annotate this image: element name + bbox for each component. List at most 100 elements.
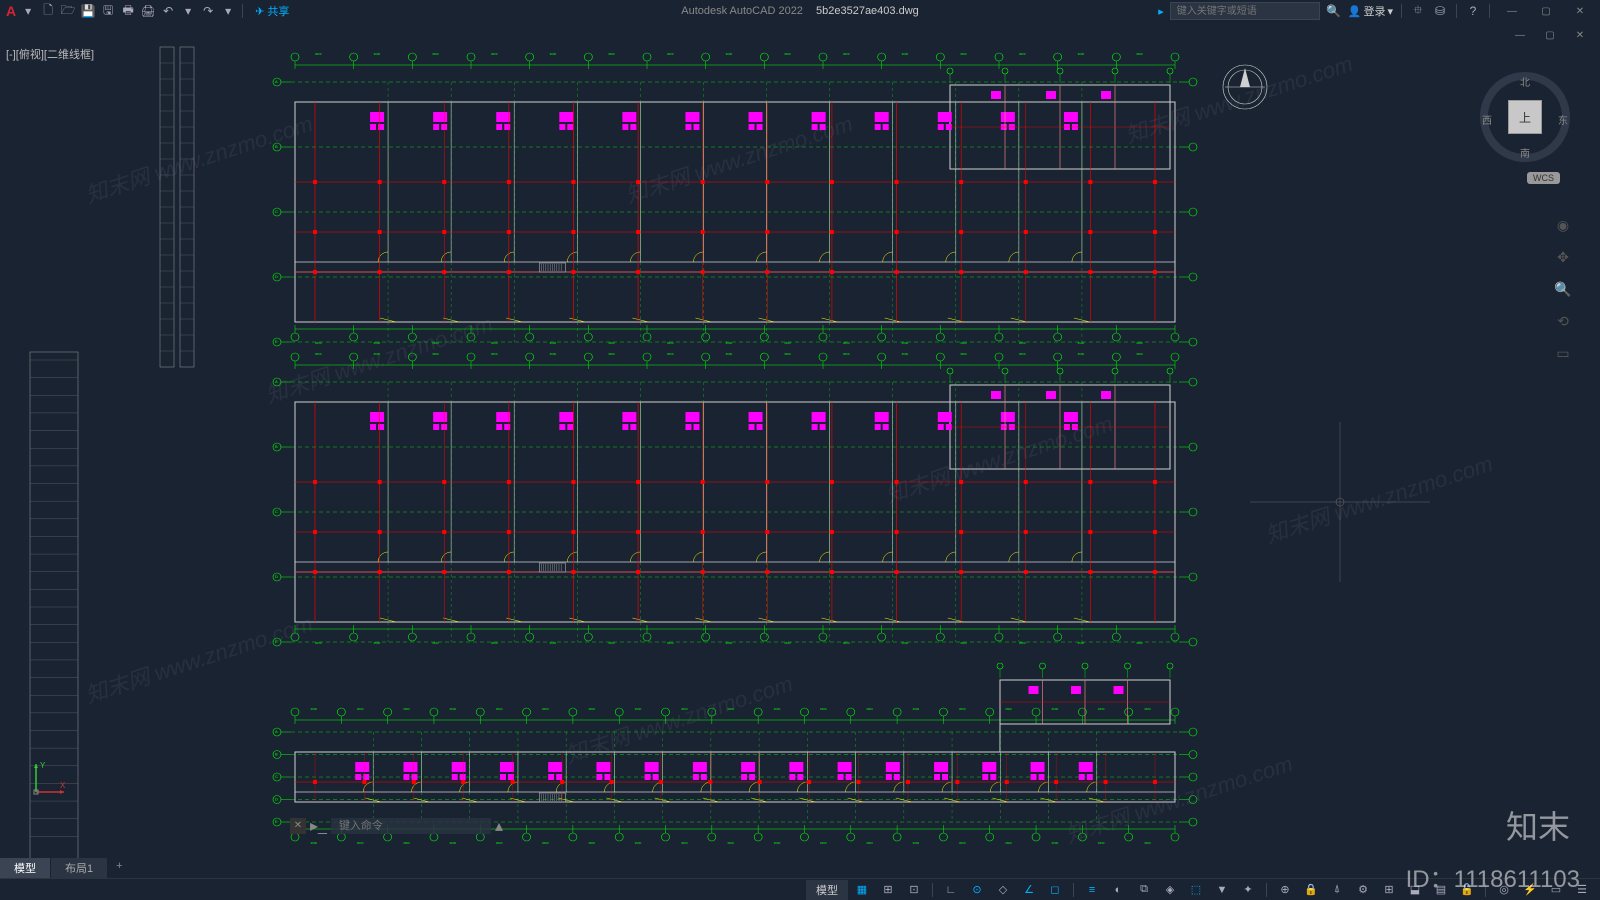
snap-mode-icon[interactable]: ⊞ bbox=[876, 881, 900, 899]
nav-showmotion-icon[interactable]: ▭ bbox=[1550, 340, 1576, 366]
svg-text:3600: 3600 bbox=[542, 841, 549, 845]
transparency-icon[interactable]: ◐ bbox=[1106, 881, 1130, 899]
svg-text:3600: 3600 bbox=[727, 707, 734, 711]
info-flag-icon[interactable]: ▸ bbox=[1158, 5, 1164, 18]
login-button[interactable]: 👤 登录 ▾ bbox=[1348, 3, 1393, 19]
new-icon[interactable]: 🗋 bbox=[40, 3, 56, 19]
quick-props-icon[interactable]: ▤ bbox=[1429, 881, 1453, 899]
minimize-icon[interactable]: — bbox=[1498, 2, 1526, 20]
3d-osnap-icon[interactable]: ◈ bbox=[1158, 881, 1182, 899]
grid-display-icon[interactable]: ▦ bbox=[850, 881, 874, 899]
clean-screen-icon[interactable]: ▭ bbox=[1544, 881, 1568, 899]
svg-text:A: A bbox=[275, 79, 278, 84]
drawing-canvas[interactable]: [-][俯视][二维线框] 36003600360036003600360036… bbox=[0, 22, 1600, 878]
nav-wheel-icon[interactable]: ◉ bbox=[1550, 212, 1576, 238]
lineweight-icon[interactable]: ≡ bbox=[1080, 881, 1104, 899]
dynamic-ucs-icon[interactable]: ⬚ bbox=[1184, 881, 1208, 899]
svg-text:3600: 3600 bbox=[491, 52, 498, 56]
gizmo-icon[interactable]: ✦ bbox=[1236, 881, 1260, 899]
search-input[interactable] bbox=[1170, 2, 1320, 20]
svg-text:3600: 3600 bbox=[403, 841, 410, 845]
polar-tracking-icon[interactable]: ⊙ bbox=[965, 881, 989, 899]
svg-text:3600: 3600 bbox=[667, 641, 674, 645]
redo-drop-icon[interactable]: ▾ bbox=[220, 3, 236, 19]
view-cube[interactable]: 上 北 南 东 西 bbox=[1480, 72, 1570, 162]
open-icon[interactable]: 🗁 bbox=[60, 3, 76, 19]
svg-text:3600: 3600 bbox=[449, 841, 456, 845]
saveas-icon[interactable]: 🖫 bbox=[100, 3, 116, 19]
svg-text:3600: 3600 bbox=[1051, 841, 1058, 845]
menu-dropdown-icon[interactable]: ▾ bbox=[20, 3, 36, 19]
svg-text:3600: 3600 bbox=[820, 707, 827, 711]
cmd-close-icon[interactable]: ✕ bbox=[290, 818, 306, 834]
svg-text:B: B bbox=[275, 752, 278, 757]
vp-minimize-icon[interactable]: — bbox=[1506, 26, 1534, 44]
command-input[interactable] bbox=[331, 818, 491, 834]
svg-text:3600: 3600 bbox=[725, 52, 732, 56]
svg-text:3600: 3600 bbox=[1051, 707, 1058, 711]
workspace-switch-icon[interactable]: ⚙ bbox=[1351, 881, 1375, 899]
viewcube-top-face[interactable]: 上 bbox=[1508, 100, 1542, 134]
viewcube-north[interactable]: 北 bbox=[1520, 74, 1530, 89]
redo-icon[interactable]: ↷ bbox=[200, 3, 216, 19]
customization-icon[interactable]: ☰ bbox=[1570, 881, 1594, 899]
tab-model[interactable]: 模型 bbox=[0, 858, 51, 878]
nav-zoom-icon[interactable]: 🔍 bbox=[1550, 276, 1576, 302]
search-icon[interactable]: 🔍 bbox=[1326, 3, 1342, 19]
vp-restore-icon[interactable]: ▢ bbox=[1536, 26, 1564, 44]
ortho-mode-icon[interactable]: ∟ bbox=[939, 881, 963, 899]
status-model-button[interactable]: 模型 bbox=[806, 880, 848, 900]
viewcube-south[interactable]: 南 bbox=[1520, 145, 1530, 160]
object-snap-icon[interactable]: ◻ bbox=[1043, 881, 1067, 899]
svg-text:3600: 3600 bbox=[1077, 341, 1084, 345]
svg-text:3600: 3600 bbox=[608, 352, 615, 356]
cart-icon[interactable]: ⛁ bbox=[1432, 3, 1448, 19]
viewcube-east[interactable]: 东 bbox=[1558, 112, 1568, 127]
graphics-perf-icon[interactable]: ⚡ bbox=[1518, 881, 1542, 899]
selection-filter-icon[interactable]: ▼ bbox=[1210, 881, 1234, 899]
quick-access-toolbar: A ▾ 🗋 🗁 💾 🖫 🖶 🖨 ↶ ▾ ↷ ▾ ✈ 共享 bbox=[6, 3, 289, 19]
app-logo-icon[interactable]: A bbox=[6, 3, 16, 19]
app-name: Autodesk AutoCAD 2022 bbox=[681, 5, 803, 17]
autoscale-icon[interactable]: 🔒 bbox=[1299, 881, 1323, 899]
lock-ui-icon[interactable]: 🔓 bbox=[1455, 881, 1479, 899]
svg-text:3600: 3600 bbox=[549, 352, 556, 356]
selection-cycling-icon[interactable]: ⧉ bbox=[1132, 881, 1156, 899]
isodraft-icon[interactable]: ◇ bbox=[991, 881, 1015, 899]
vp-close-icon[interactable]: ✕ bbox=[1566, 26, 1594, 44]
undo-drop-icon[interactable]: ▾ bbox=[180, 3, 196, 19]
svg-text:3600: 3600 bbox=[843, 641, 850, 645]
autodesk-app-icon[interactable]: ⯐ bbox=[1410, 3, 1426, 19]
osnap-tracking-icon[interactable]: ∠ bbox=[1017, 881, 1041, 899]
command-line: ✕ ▸_ ▴ bbox=[290, 816, 503, 836]
cmd-drop-icon[interactable]: ▴ bbox=[495, 816, 503, 836]
publish-icon[interactable]: 🖨 bbox=[140, 3, 156, 19]
maximize-icon[interactable]: ▢ bbox=[1532, 2, 1560, 20]
isolate-objects-icon[interactable]: ◎ bbox=[1492, 881, 1516, 899]
ucs-icon[interactable]: X Y bbox=[30, 758, 70, 798]
wcs-badge[interactable]: WCS bbox=[1527, 172, 1560, 184]
nav-orbit-icon[interactable]: ⟲ bbox=[1550, 308, 1576, 334]
svg-text:3600: 3600 bbox=[635, 841, 642, 845]
svg-text:3600: 3600 bbox=[1136, 341, 1143, 345]
login-label: 登录 bbox=[1363, 3, 1385, 19]
nav-pan-icon[interactable]: ✥ bbox=[1550, 244, 1576, 270]
close-icon[interactable]: ✕ bbox=[1566, 2, 1594, 20]
svg-text:3600: 3600 bbox=[432, 52, 439, 56]
anno-visibility-icon[interactable]: ⊕ bbox=[1273, 881, 1297, 899]
tab-layout1[interactable]: 布局1 bbox=[51, 858, 108, 878]
help-icon[interactable]: ? bbox=[1465, 3, 1481, 19]
plot-icon[interactable]: 🖶 bbox=[120, 3, 136, 19]
tab-add-button[interactable]: + bbox=[108, 858, 130, 878]
viewcube-west[interactable]: 西 bbox=[1482, 112, 1492, 127]
svg-text:3600: 3600 bbox=[784, 641, 791, 645]
share-button[interactable]: ✈ 共享 bbox=[255, 3, 289, 19]
units-icon[interactable]: ⬓ bbox=[1403, 881, 1427, 899]
undo-icon[interactable]: ↶ bbox=[160, 3, 176, 19]
infer-constraints-icon[interactable]: ⊡ bbox=[902, 881, 926, 899]
login-drop-icon: ▾ bbox=[1387, 5, 1393, 18]
svg-text:3600: 3600 bbox=[1077, 52, 1084, 56]
anno-scale-icon[interactable]: ⍋ bbox=[1325, 881, 1349, 899]
anno-monitor-icon[interactable]: ⊞ bbox=[1377, 881, 1401, 899]
save-icon[interactable]: 💾 bbox=[80, 3, 96, 19]
